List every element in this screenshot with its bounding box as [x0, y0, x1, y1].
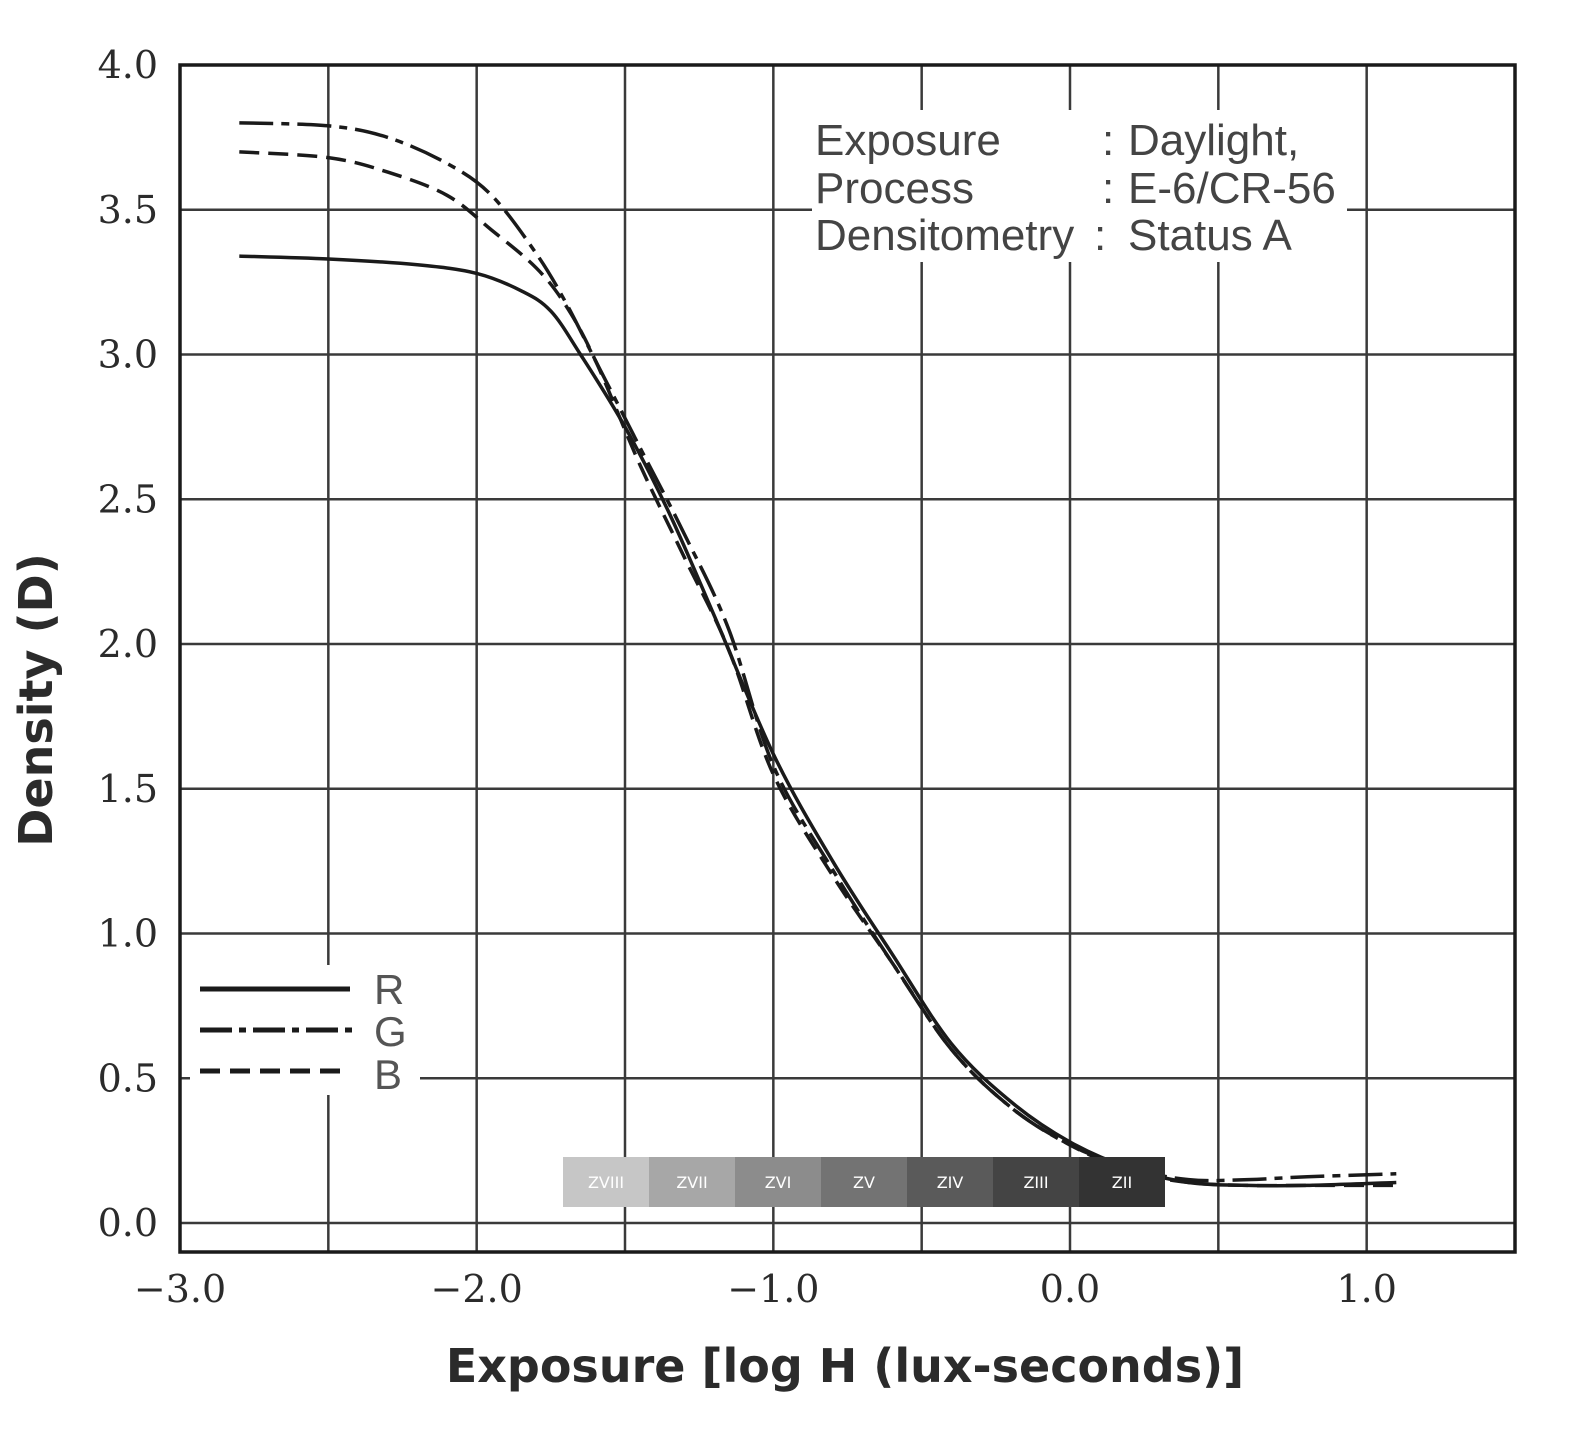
y-tick-label-3: 1.5	[98, 767, 158, 811]
zone-swatch-ziii	[993, 1157, 1079, 1207]
annotation-sep-exposure: :	[1102, 116, 1114, 165]
y-tick-labels: 0.0 0.5 1.0 1.5 2.0 2.5 3.0 3.5 4.0	[98, 43, 158, 1245]
plot-border	[178, 63, 1517, 1254]
y-tick-label-0: 0.0	[98, 1201, 158, 1245]
zone-label-zv: ZV	[853, 1173, 875, 1192]
y-axis-label: Density (D)	[9, 553, 63, 847]
zone-label-zvi: ZVI	[765, 1173, 792, 1192]
annotation-sep-densitometry: :	[1094, 211, 1106, 260]
x-tick-labels: −3.0 −2.0 −1.0 0.0 1.0	[134, 1267, 1397, 1311]
zone-swatch-zvi	[735, 1157, 821, 1207]
zone-scale: ZVIII ZVII ZVI ZV ZIV ZIII ZII	[563, 1157, 1165, 1207]
legend-label-g: G	[374, 1008, 407, 1055]
x-tick-label-0: −3.0	[134, 1267, 226, 1311]
zone-swatch-ziv	[907, 1157, 993, 1207]
zone-swatch-zii	[1079, 1157, 1165, 1207]
x-axis-label: Exposure [log H (lux-seconds)]	[446, 1339, 1244, 1393]
annotation-key-exposure: Exposure	[815, 116, 1001, 165]
y-tick-label-1: 0.5	[98, 1056, 158, 1100]
y-tick-label-6: 3.0	[98, 333, 158, 377]
annotation-value-process: E-6/CR-56	[1128, 164, 1336, 213]
y-tick-label-5: 2.5	[98, 477, 158, 521]
x-tick-label-4: −1.0	[727, 1267, 819, 1311]
x-tick-label-8: 1.0	[1336, 1267, 1396, 1311]
zone-label-ziv: ZIV	[937, 1173, 964, 1192]
annotation-sep-process: :	[1102, 164, 1114, 213]
zone-label-zvii: ZVII	[676, 1173, 707, 1192]
y-tick-label-8: 4.0	[98, 43, 158, 87]
y-tick-label-4: 2.0	[98, 622, 158, 666]
legend: R G B	[190, 965, 420, 1098]
series-line-b	[239, 150, 1397, 1188]
y-tick-label-7: 3.5	[98, 188, 158, 232]
legend-label-b: B	[374, 1051, 402, 1098]
annotation-key-densitometry: Densitometry	[815, 211, 1074, 260]
exposure-annotation: Exposure : Daylight, Process : E-6/CR-56…	[812, 110, 1347, 262]
annotation-background	[812, 110, 1347, 262]
annotation-value-densitometry: Status A	[1128, 211, 1293, 260]
zone-label-ziii: ZIII	[1023, 1173, 1048, 1192]
annotation-value-exposure: Daylight,	[1128, 116, 1299, 165]
x-tick-label-2: −2.0	[431, 1267, 523, 1311]
zone-label-zii: ZII	[1112, 1173, 1132, 1192]
zone-swatch-zv	[821, 1157, 907, 1207]
zone-label-zviii: ZVIII	[588, 1173, 624, 1192]
zone-swatch-zvii	[649, 1157, 735, 1207]
legend-label-r: R	[374, 966, 404, 1013]
annotation-key-process: Process	[815, 164, 974, 213]
plot-frame	[178, 63, 1517, 1254]
x-tick-label-6: 0.0	[1040, 1267, 1100, 1311]
y-tick-label-2: 1.0	[98, 912, 158, 956]
zone-swatch-zviii	[563, 1157, 649, 1207]
